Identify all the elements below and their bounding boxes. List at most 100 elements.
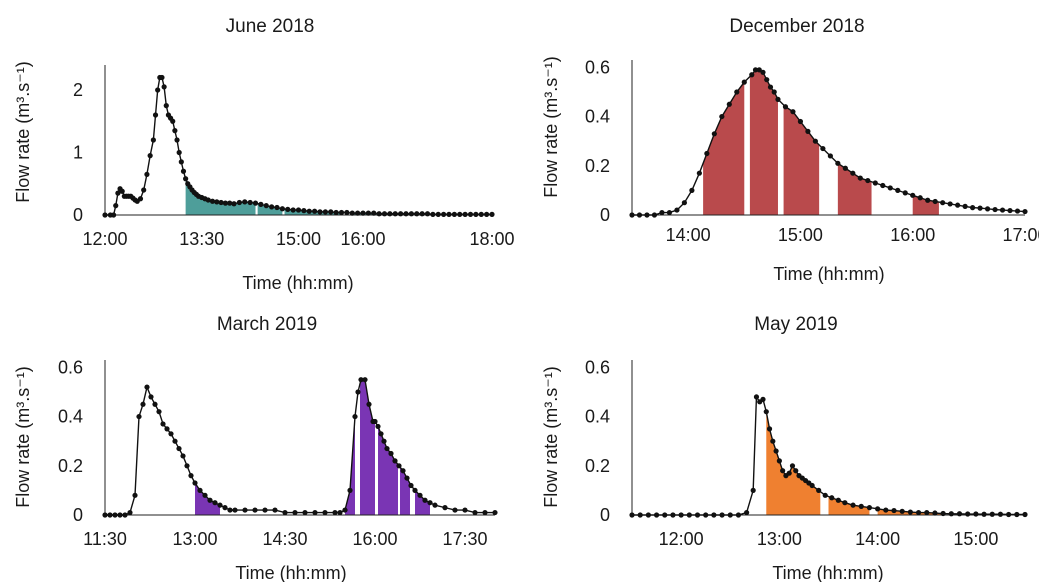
data-point [462,507,468,513]
data-point [857,175,863,181]
data-point [686,512,692,518]
x-tick-label: 13:00 [757,529,802,549]
data-point [899,508,905,514]
data-point [188,473,194,479]
data-point [152,112,159,118]
y-tick-label: 0 [73,205,83,225]
data-point [829,495,835,501]
x-tick-label: 13:30 [179,229,224,249]
sampled-interval-area [360,379,375,515]
data-point [184,463,190,469]
data-point [766,426,773,432]
data-point [883,507,889,513]
data-point [122,512,128,518]
data-point [659,209,665,216]
data-point [376,211,382,217]
data-point [180,453,186,459]
data-point [858,503,864,509]
data-point [767,84,774,90]
x-tick-label: 14:00 [855,529,900,549]
data-point [776,458,782,464]
data-point [865,177,871,184]
data-point [222,200,228,206]
data-point [252,200,259,206]
y-axis-label: Flow rate (m³.s⁻¹) [13,366,33,508]
y-tick-label: 0.4 [585,107,610,127]
data-point [392,211,398,217]
data-point [726,101,732,107]
data-point [753,394,760,400]
data-point [790,109,796,115]
data-point [424,211,431,217]
chart-title: March 2019 [217,314,317,335]
data-point [451,211,457,217]
data-point [338,209,345,216]
x-tick-label: 11:30 [83,529,127,549]
x-tick-label: 12:00 [82,229,127,249]
data-point [403,211,409,217]
data-point [478,211,484,217]
y-tick-label: 0.6 [58,357,83,377]
data-point [756,67,762,73]
sampled-interval-area [912,195,939,215]
data-point [644,212,650,218]
data-point [218,199,224,206]
data-point [312,509,318,516]
data-point [322,509,328,516]
data-point [780,468,786,474]
data-point [212,500,218,506]
y-tick-label: 0.6 [585,57,610,77]
data-point [1007,207,1013,214]
data-point [637,512,643,518]
y-tick-label: 0.4 [58,407,83,427]
data-point [750,487,756,493]
y-tick-label: 1 [73,143,83,163]
data-point [148,394,154,400]
data-point [192,480,198,486]
data-point [172,438,178,444]
data-point [178,159,184,165]
data-point [408,211,414,217]
data-point [217,502,223,508]
data-point [152,401,158,407]
data-point [711,131,717,137]
data-point [947,201,953,207]
data-point [442,505,448,511]
data-point [763,409,769,415]
data-point [915,509,922,516]
x-tick-label: 16:00 [340,229,385,249]
data-point [328,209,334,215]
data-point [441,211,447,217]
panel-june-2018: June 2018 0 1 2 12:00 13:30 15:00 16:00 18:00 T… [13,16,515,293]
data-point [414,211,420,217]
sampled-interval-area [749,69,778,215]
data-point [430,211,436,217]
data-point [247,199,253,206]
data-point [387,211,393,217]
data-point [227,507,233,513]
data-point [924,509,930,516]
chart-title: May 2019 [754,314,837,335]
data-point [734,89,740,95]
data-point [381,211,388,217]
data-point [970,205,976,211]
data-point [1022,511,1028,518]
data-point [793,468,799,474]
data-point [312,208,318,214]
data-point [136,413,142,420]
data-point [279,206,285,212]
y-tick-label: 0.2 [585,456,610,476]
data-point [696,170,702,176]
data-point [197,487,203,493]
data-point [183,176,189,182]
data-point [760,396,766,402]
data-point [749,72,755,78]
data-point [147,153,153,159]
x-tick-label: 15:00 [953,529,998,549]
data-point [292,509,298,516]
data-point [119,188,125,194]
data-point [948,511,954,517]
data-point [176,149,182,156]
y-tick-label: 0.2 [585,156,610,176]
